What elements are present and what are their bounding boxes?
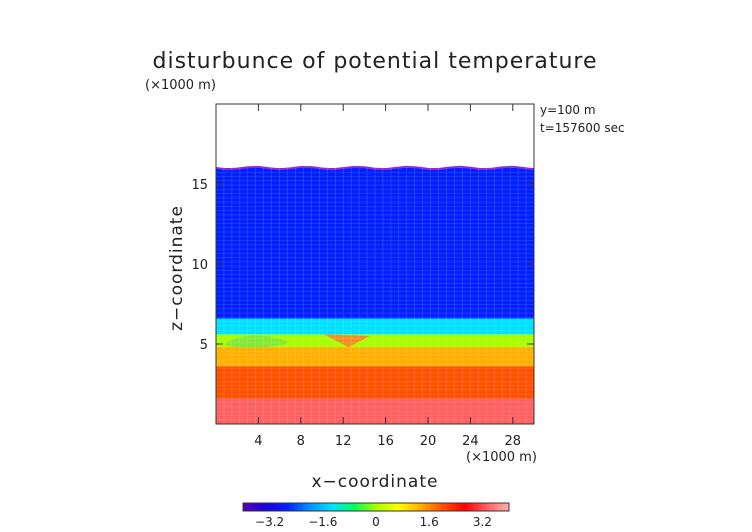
colorbar-tick-label: −1.6 (308, 515, 337, 529)
x-ticks: 4 8 12 16 20 24 28 (254, 104, 521, 449)
y-tick-label: 15 (191, 178, 208, 193)
annotation-t: t=157600 sec (540, 121, 625, 135)
y-tick-label: 10 (191, 258, 208, 273)
y-axis-label: z−coordinate (167, 205, 187, 331)
colorbar-scale (242, 502, 510, 512)
plot-area: 4 8 12 16 20 24 28 5 10 15 (191, 103, 535, 449)
x-tick-label: 28 (505, 434, 522, 449)
chart-title: disturbunce of potential temperature (153, 49, 598, 74)
heatmap-field (216, 168, 534, 424)
x-tick-label: 16 (377, 434, 394, 449)
x-axis-label: x−coordinate (312, 472, 439, 492)
colorbar-ticks: −3.2 −1.6 0 1.6 3.2 (255, 515, 492, 529)
colorbar-tick-label: 3.2 (473, 515, 492, 529)
contour-lines (216, 168, 534, 424)
y-unit-label: (×1000 m) (145, 78, 216, 93)
colorbar: −3.2 −1.6 0 1.6 3.2 (242, 502, 510, 529)
y-tick-label: 5 (200, 338, 208, 353)
x-tick-label: 8 (297, 434, 305, 449)
heatmap-top-edge (216, 165, 534, 171)
x-unit-label: (×1000 m) (466, 450, 537, 465)
x-tick-label: 12 (335, 434, 352, 449)
x-tick-label: 20 (420, 434, 437, 449)
x-tick-label: 4 (254, 434, 262, 449)
x-tick-label: 24 (462, 434, 479, 449)
colorbar-tick-label: 1.6 (420, 515, 439, 529)
heatmap-anomaly-orange (324, 334, 370, 348)
colorbar-tick-label: 0 (372, 515, 380, 529)
colorbar-tick-label: −3.2 (255, 515, 284, 529)
heatmap-anomaly-green (224, 335, 291, 348)
y-ticks: 5 10 15 (191, 178, 534, 353)
annotation-y: y=100 m (540, 103, 596, 117)
